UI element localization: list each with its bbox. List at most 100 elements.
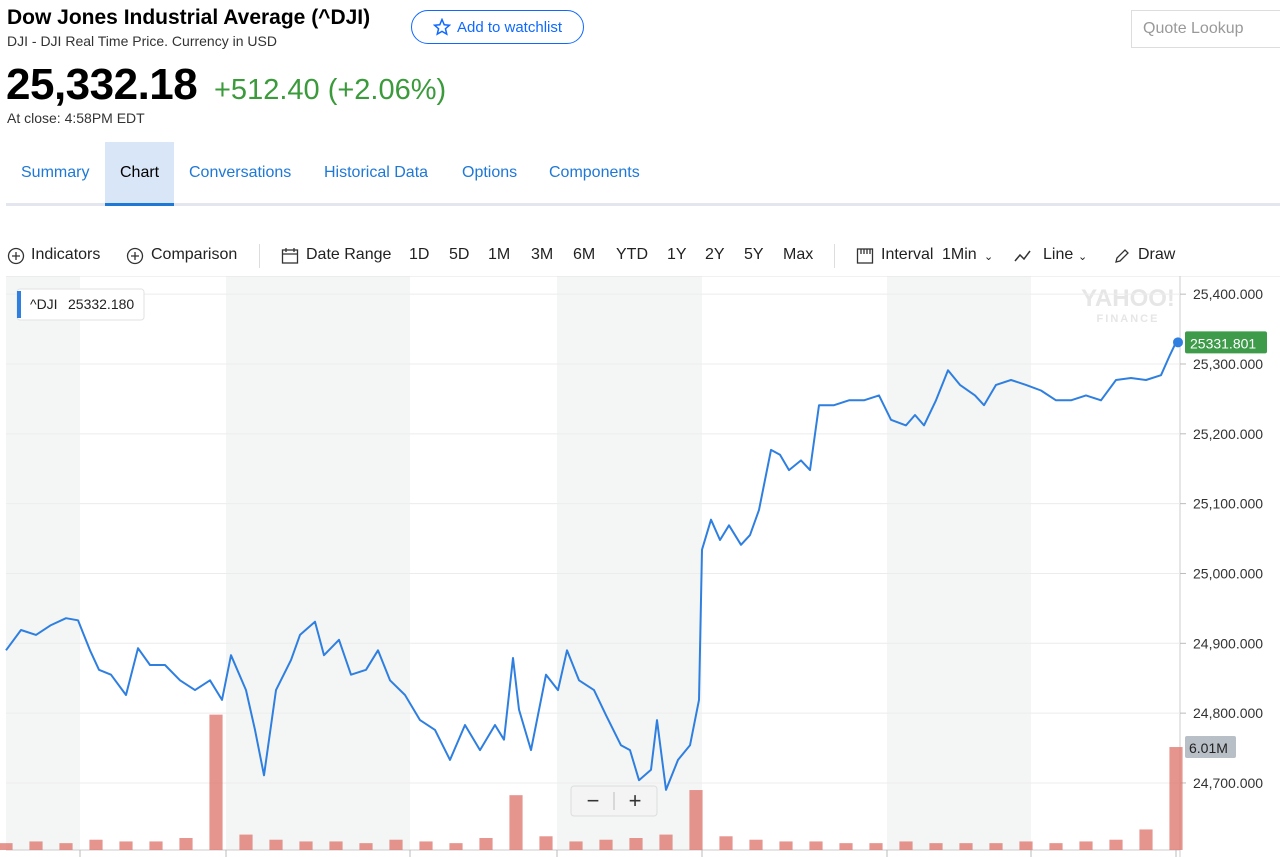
plot: 24,700.000 24,800.000 24,900.000 25,000.000…	[0, 286, 1267, 850]
range-button[interactable]: 1Y	[667, 246, 687, 263]
watermark-sub: FINANCE	[1097, 313, 1160, 325]
price-line	[5, 341, 1177, 791]
toolbar-icon	[856, 248, 874, 264]
y-tick-label: 25,400.000	[1193, 286, 1263, 302]
chart-type[interactable]: Line	[1043, 246, 1074, 263]
volume-bar	[689, 790, 703, 850]
volume-bar	[839, 843, 853, 850]
last-point	[1173, 337, 1183, 348]
tab[interactable]: Historical Data	[324, 164, 429, 181]
tab[interactable]: Conversations	[189, 164, 292, 181]
date-range-button[interactable]: Date Range	[306, 246, 392, 263]
price-change: +512.40 (+2.06%)	[214, 74, 447, 106]
range-button[interactable]: 1D	[409, 246, 430, 263]
volume-bar	[809, 841, 823, 850]
volume-bar	[269, 839, 283, 850]
y-tick-label: 25,100.000	[1193, 496, 1263, 512]
watermark: YAHOO!	[1081, 285, 1175, 312]
y-tick-label: 24,900.000	[1193, 635, 1263, 651]
volume-bar	[629, 838, 643, 850]
y-tick-label: 25,200.000	[1193, 426, 1263, 442]
volume-bar	[929, 843, 943, 850]
tab[interactable]: Components	[549, 164, 640, 181]
volume-bar	[209, 714, 223, 850]
y-tick-label: 25,000.000	[1193, 565, 1263, 581]
separator	[834, 244, 835, 268]
zoom-in[interactable]: +	[629, 788, 642, 813]
chart: YAHOO! FINANCE 24,700.000 24,800.000 24,90…	[0, 276, 1280, 857]
draw-button[interactable]: Draw	[1138, 246, 1176, 263]
tab-bar: Summary Chart Conversations Historical Data…	[6, 142, 1280, 206]
tooltip-symbol: ^DJI	[30, 296, 58, 312]
volume-bar	[389, 839, 403, 850]
range-button[interactable]: 5D	[449, 246, 470, 263]
range-button[interactable]: 5Y	[744, 246, 764, 263]
range-button[interactable]: Max	[783, 246, 814, 263]
tooltip-swatch	[17, 291, 21, 318]
y-tick-label: 24,800.000	[1193, 705, 1263, 721]
range-button[interactable]: 2Y	[705, 246, 725, 263]
volume-bar	[239, 834, 253, 850]
volume-bar	[119, 841, 133, 850]
tab[interactable]: Summary	[21, 164, 90, 181]
toolbar-icon	[281, 248, 299, 264]
volume-bar	[149, 841, 163, 850]
close-time: At close: 4:58PM EDT	[7, 110, 145, 126]
range-button[interactable]: 1M	[488, 246, 511, 263]
volume-bar	[29, 841, 43, 850]
volume-bar	[59, 843, 73, 850]
subtitle: DJI - DJI Real Time Price. Currency in U…	[7, 33, 277, 49]
zoom-out[interactable]: −	[587, 788, 600, 813]
volume-bar	[659, 834, 673, 850]
zoom-control: − +	[570, 785, 658, 817]
volume-bar	[599, 839, 613, 850]
volume-bar	[899, 841, 913, 850]
tab[interactable]: Chart	[105, 142, 175, 206]
watchlist-button[interactable]: Add to watchlist	[411, 10, 584, 44]
tab[interactable]: Options	[462, 164, 518, 181]
volume-bar	[419, 841, 433, 850]
volume-bar	[989, 843, 1003, 850]
comparison-button[interactable]: Comparison	[151, 246, 238, 263]
tooltip-value: 25332.180	[68, 296, 134, 312]
volume-bar	[749, 839, 763, 850]
price: 25,332.18	[6, 60, 198, 109]
volume-bar	[1079, 841, 1093, 850]
toolbar-icon	[1014, 250, 1031, 262]
session-band	[6, 276, 80, 850]
dropdown-caret: ⌄	[984, 251, 994, 263]
tooltip: ^DJI 25332.180	[16, 288, 145, 321]
range-button[interactable]: YTD	[616, 246, 648, 263]
volume-bar	[1139, 829, 1153, 850]
volume-bar	[329, 841, 343, 850]
star-icon	[432, 18, 451, 36]
range-button[interactable]: 6M	[573, 246, 596, 263]
volume-bar	[449, 843, 463, 850]
volume-bar	[1169, 747, 1183, 850]
volume-bar	[179, 838, 193, 850]
volume-label: 6.01M	[1189, 740, 1228, 756]
toolbar-icon	[7, 247, 25, 265]
volume-bar	[479, 838, 493, 850]
toolbar-icon	[1115, 249, 1129, 263]
range-button[interactable]: 3M	[531, 246, 554, 263]
interval-value[interactable]: 1Min	[942, 246, 977, 263]
volume-label-box	[1185, 736, 1236, 759]
volume-bar	[569, 841, 583, 850]
volume-bar	[959, 843, 973, 850]
volume-bar	[509, 795, 523, 850]
session-band	[887, 276, 1031, 850]
volume-bar	[1049, 843, 1063, 850]
separator	[259, 244, 260, 268]
volume-bar	[779, 841, 793, 850]
search-box[interactable]: Quote Lookup	[1131, 10, 1280, 48]
volume-bar	[89, 839, 103, 850]
session-band	[226, 276, 410, 850]
indicators-button[interactable]: Indicators	[31, 246, 101, 263]
volume-bar	[1109, 839, 1123, 850]
volume-bar	[0, 843, 13, 850]
y-tick-label: 25,300.000	[1193, 356, 1263, 372]
y-tick-label: 24,700.000	[1193, 775, 1263, 791]
interval-label: Interval	[881, 246, 934, 263]
